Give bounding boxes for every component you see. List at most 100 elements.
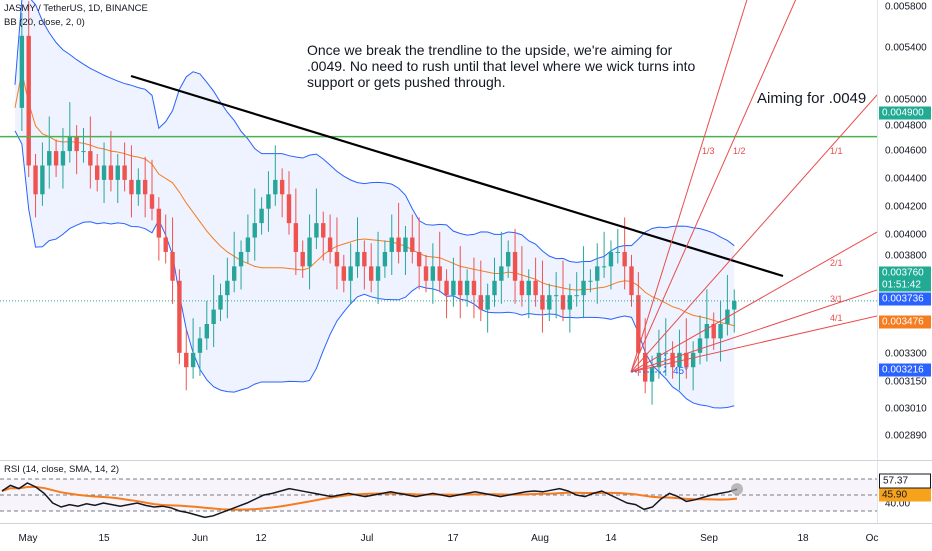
symbol-legend[interactable]: JASMY / TetherUS, 1D, BINANCE	[4, 3, 148, 14]
candle-body	[526, 280, 531, 296]
candle-body	[95, 165, 100, 180]
candle-body	[266, 194, 271, 209]
price-tick: 0.003300	[885, 348, 927, 360]
candle-body	[225, 280, 230, 296]
candle-body	[608, 251, 614, 267]
trendline	[130, 74, 784, 278]
candle-body	[47, 151, 52, 166]
price-axis[interactable]: 0.005800 0.005400 0.005000 0.004800 0.00…	[877, 0, 932, 460]
fan-label-2-1: 2/1	[830, 258, 843, 268]
candle-body	[506, 251, 511, 267]
candle-body	[232, 266, 237, 281]
candle-body	[540, 295, 545, 310]
rsi-axis[interactable]: 40.00 57.37 45.90	[877, 460, 932, 524]
main-annotation[interactable]: Once we break the trendline to the upsid…	[307, 42, 696, 90]
candle-body	[437, 266, 442, 281]
time-label: 14	[605, 533, 617, 544]
candle-body	[670, 352, 675, 368]
candle-body	[601, 266, 607, 268]
candle-body	[245, 237, 251, 252]
candle-body	[430, 266, 436, 281]
candle-body	[656, 352, 662, 368]
time-axis[interactable]: May 15 Jun 12 Jul 17 Aug 14 Sep 18 Oc	[0, 523, 932, 551]
candle-body	[19, 35, 25, 108]
candle-body	[567, 295, 573, 310]
candle-body	[684, 352, 689, 368]
candle-body	[519, 280, 525, 296]
candle-body	[403, 237, 408, 252]
candle-body	[622, 251, 627, 267]
bb-legend[interactable]: BB (20, close, 2, 0)	[4, 17, 85, 28]
candle-body	[348, 266, 353, 281]
candle-body	[300, 251, 305, 267]
time-label: Sep	[700, 533, 718, 544]
candle-body	[197, 338, 203, 353]
price-tick: 0.005400	[885, 42, 927, 54]
candle-body	[369, 266, 374, 281]
price-tick: 0.004800	[885, 120, 927, 132]
candle-body	[595, 266, 600, 281]
candle-body	[629, 266, 634, 296]
price-chart[interactable]: JASMY / TetherUS, 1D, BINANCE BB (20, cl…	[0, 0, 877, 460]
candle-body	[67, 136, 72, 152]
fan-label-4-1: 4/1	[830, 313, 843, 323]
candle-body	[649, 367, 655, 382]
candle-body	[389, 237, 394, 252]
candle-body	[560, 295, 566, 310]
rsi-pane[interactable]: RSI (14, close, SMA, 14, 2)	[0, 460, 877, 524]
time-label: Jun	[191, 533, 209, 544]
candle-body	[396, 237, 401, 252]
candle-body	[533, 280, 538, 296]
bb-upper-badge: 0.003736	[879, 292, 931, 306]
time-label: 12	[255, 533, 267, 544]
time-label: Oc	[865, 533, 879, 544]
price-tick: 0.005800	[885, 1, 927, 13]
time-label: 15	[98, 533, 110, 544]
candle-body	[204, 323, 209, 339]
candle-body	[177, 280, 182, 353]
bb-basis-line	[14, 71, 735, 327]
gann-fan-line	[630, 0, 748, 373]
target-annotation[interactable]: Aiming for .0049	[757, 90, 867, 107]
angle-label: 45°	[673, 366, 689, 377]
candle-body	[382, 251, 388, 267]
gann-fan-line	[630, 94, 877, 373]
candle-body	[375, 266, 381, 281]
candle-body	[451, 280, 456, 296]
price-tick: 0.003800	[885, 250, 927, 262]
rsi-line	[1, 482, 738, 519]
rsi-canvas	[0, 478, 877, 519]
rsi-legend[interactable]: RSI (14, close, SMA, 14, 2)	[4, 464, 120, 475]
candle-body	[362, 251, 367, 267]
price-tick: 0.003150	[885, 376, 927, 388]
fan-label-1-2: 1/2	[733, 146, 746, 156]
bb-lower-badge: 0.003216	[879, 363, 931, 377]
gann-fan-line	[630, 0, 797, 373]
candle-body	[485, 295, 490, 310]
candle-body	[321, 223, 326, 238]
candle-body	[156, 208, 162, 238]
candle-body	[40, 165, 45, 195]
candle-body	[711, 323, 716, 339]
candle-body	[149, 194, 155, 209]
time-label: Jul	[360, 533, 374, 544]
candle-body	[108, 165, 114, 180]
candle-body	[553, 295, 559, 297]
candle-body	[581, 280, 586, 296]
candle-body	[547, 295, 552, 310]
candle-body	[499, 266, 504, 281]
bb-band-fill	[15, 0, 735, 408]
price-tick: 0.004000	[885, 229, 927, 241]
candle-body	[512, 251, 518, 281]
price-tick: 0.003010	[885, 403, 927, 415]
rsi-tick: 40.00	[885, 498, 911, 510]
candle-body	[184, 352, 189, 368]
rsi-last-marker	[731, 483, 743, 496]
candle-body	[355, 251, 360, 267]
candle-body	[101, 165, 107, 180]
candle-body	[464, 280, 470, 296]
time-label: 17	[447, 533, 459, 544]
gann-fan-line	[630, 231, 877, 373]
rsi-ma-badge: 45.90	[879, 488, 931, 502]
fan-label-1-1: 1/1	[830, 146, 843, 156]
